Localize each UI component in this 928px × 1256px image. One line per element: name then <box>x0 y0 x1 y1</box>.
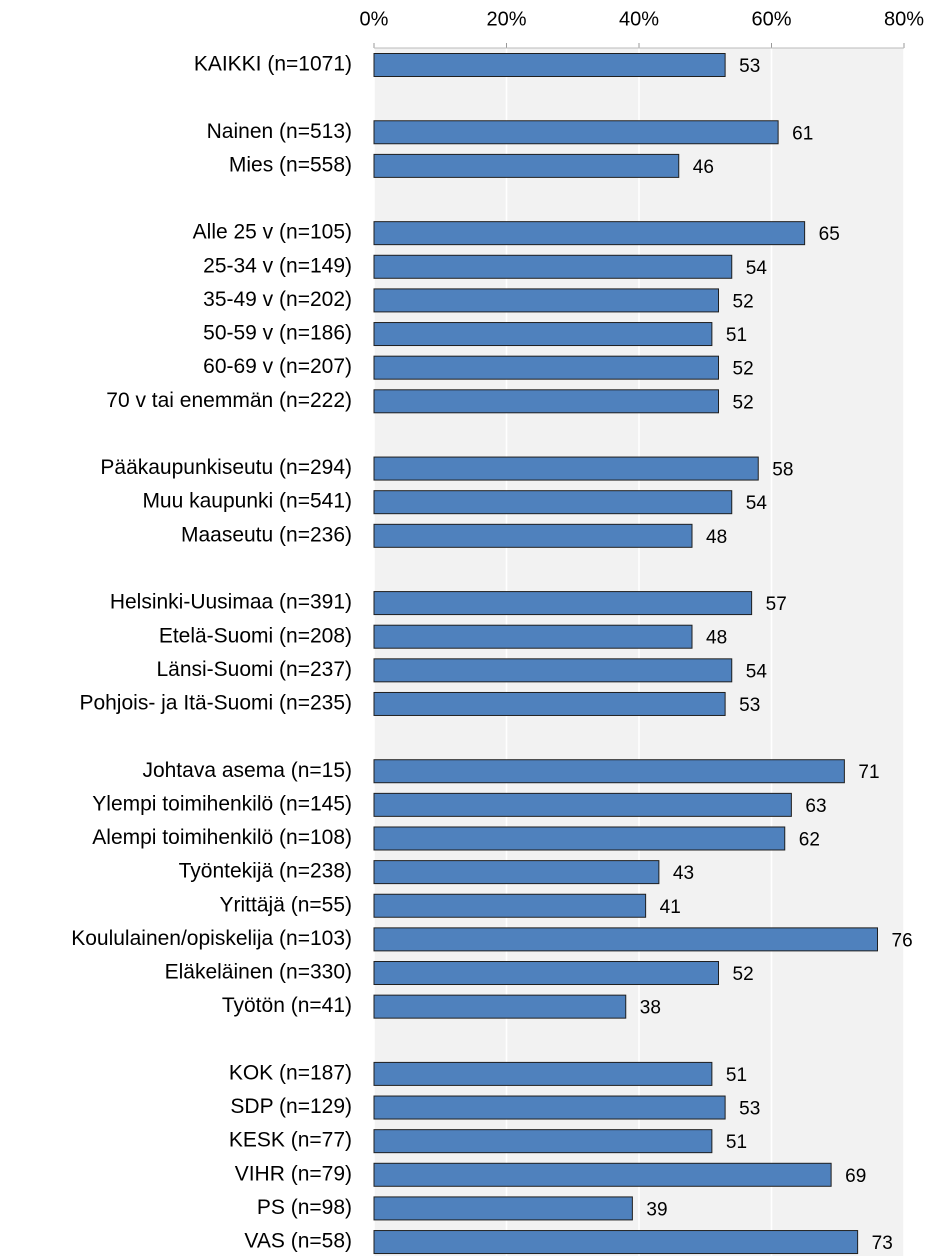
x-tick-label: 80% <box>884 8 924 30</box>
value-label: 48 <box>706 527 727 548</box>
y-tick-label: SDP (n=129) <box>230 1095 352 1118</box>
y-tick-label: Ylempi toimihenkilö (n=145) <box>92 792 352 815</box>
bar <box>373 860 660 885</box>
value-label: 71 <box>858 762 879 783</box>
y-tick-label: Alle 25 v (n=105) <box>193 221 352 244</box>
y-tick-label: PS (n=98) <box>257 1196 352 1219</box>
value-label: 63 <box>805 796 826 817</box>
bar <box>373 153 680 178</box>
bar <box>373 893 647 918</box>
y-tick-label: Eläkeläinen (n=330) <box>165 961 352 984</box>
bar <box>373 1230 859 1255</box>
bar <box>373 120 779 145</box>
bar <box>373 221 806 246</box>
value-label: 41 <box>660 897 681 918</box>
value-label: 61 <box>792 123 813 144</box>
bar <box>373 53 726 77</box>
y-tick-label: Mies (n=558) <box>229 153 352 176</box>
bar <box>373 994 627 1019</box>
value-label: 48 <box>706 628 727 649</box>
bar <box>373 826 786 851</box>
bar <box>373 658 733 683</box>
value-label: 58 <box>772 460 793 481</box>
y-tick-label: Helsinki-Uusimaa (n=391) <box>110 591 352 614</box>
x-tick-label: 60% <box>751 8 791 30</box>
value-label: 54 <box>746 661 768 682</box>
bar <box>373 1061 713 1086</box>
y-tick-label: Työntekijä (n=238) <box>179 860 352 883</box>
value-label: 57 <box>766 594 787 615</box>
y-tick-label: Pohjois- ja Itä-Suomi (n=235) <box>79 692 352 715</box>
bar <box>373 254 733 279</box>
bar <box>373 1162 832 1187</box>
y-tick-label: 60-69 v (n=207) <box>203 355 352 378</box>
y-tick-label: Pääkaupunkiseutu (n=294) <box>100 456 352 479</box>
y-tick-label: KAIKKI (n=1071) <box>194 53 352 76</box>
x-tick-label: 40% <box>619 8 659 30</box>
value-label: 38 <box>640 998 661 1019</box>
y-tick-label: Länsi-Suomi (n=237) <box>156 658 352 681</box>
y-tick-label: 70 v tai enemmän (n=222) <box>106 389 352 412</box>
value-label: 54 <box>746 258 768 279</box>
y-tick-label: KOK (n=187) <box>229 1061 352 1084</box>
value-label: 53 <box>739 1099 760 1120</box>
value-label: 52 <box>733 392 754 413</box>
bar <box>373 927 878 952</box>
bar <box>373 759 845 784</box>
y-tick-label: 25-34 v (n=149) <box>203 254 352 277</box>
bar <box>373 591 753 616</box>
value-label: 53 <box>739 695 760 716</box>
y-tick-label: KESK (n=77) <box>229 1129 352 1152</box>
value-label: 43 <box>673 863 694 884</box>
bar <box>373 523 693 548</box>
bar <box>373 961 719 986</box>
bar <box>373 288 719 313</box>
value-label: 53 <box>739 56 760 77</box>
bar <box>373 490 733 515</box>
bar <box>373 322 713 347</box>
value-label: 62 <box>799 830 820 851</box>
value-label: 76 <box>892 930 913 951</box>
value-label: 51 <box>726 1065 747 1086</box>
y-tick-label: Alempi toimihenkilö (n=108) <box>92 826 352 849</box>
value-label: 51 <box>726 325 747 346</box>
bar <box>373 691 726 716</box>
bar <box>373 355 719 380</box>
bar <box>373 624 693 649</box>
value-label: 39 <box>646 1199 667 1220</box>
value-label: 52 <box>733 291 754 312</box>
bar <box>373 1129 713 1154</box>
y-tick-label: Etelä-Suomi (n=208) <box>159 624 352 647</box>
value-label: 51 <box>726 1132 747 1153</box>
y-tick-label: VAS (n=58) <box>244 1230 352 1253</box>
y-tick-label: VIHR (n=79) <box>235 1162 352 1185</box>
y-tick-label: Nainen (n=513) <box>207 120 352 143</box>
x-tick-label: 20% <box>486 8 526 30</box>
bar <box>373 389 719 414</box>
y-tick-label: Johtava asema (n=15) <box>142 759 352 782</box>
value-label: 52 <box>733 359 754 380</box>
value-label: 52 <box>733 964 754 985</box>
value-label: 54 <box>746 493 768 514</box>
y-tick-label: 50-59 v (n=186) <box>203 322 352 345</box>
bar <box>373 456 759 481</box>
y-tick-label: Muu kaupunki (n=541) <box>142 490 352 513</box>
y-tick-label: Maaseutu (n=236) <box>181 523 352 546</box>
y-tick-label: 35-49 v (n=202) <box>203 288 352 311</box>
y-tick-label: Työtön (n=41) <box>222 994 352 1017</box>
value-label: 65 <box>819 224 840 245</box>
value-label: 73 <box>872 1233 893 1254</box>
x-tick-label: 0% <box>360 8 389 30</box>
bar <box>373 1196 633 1221</box>
y-tick-label: Koululainen/opiskelija (n=103) <box>71 927 352 950</box>
value-label: 46 <box>693 157 714 178</box>
bar <box>373 1095 726 1120</box>
value-label: 69 <box>845 1166 866 1187</box>
bar <box>373 792 792 817</box>
y-tick-label: Yrittäjä (n=55) <box>220 893 352 916</box>
